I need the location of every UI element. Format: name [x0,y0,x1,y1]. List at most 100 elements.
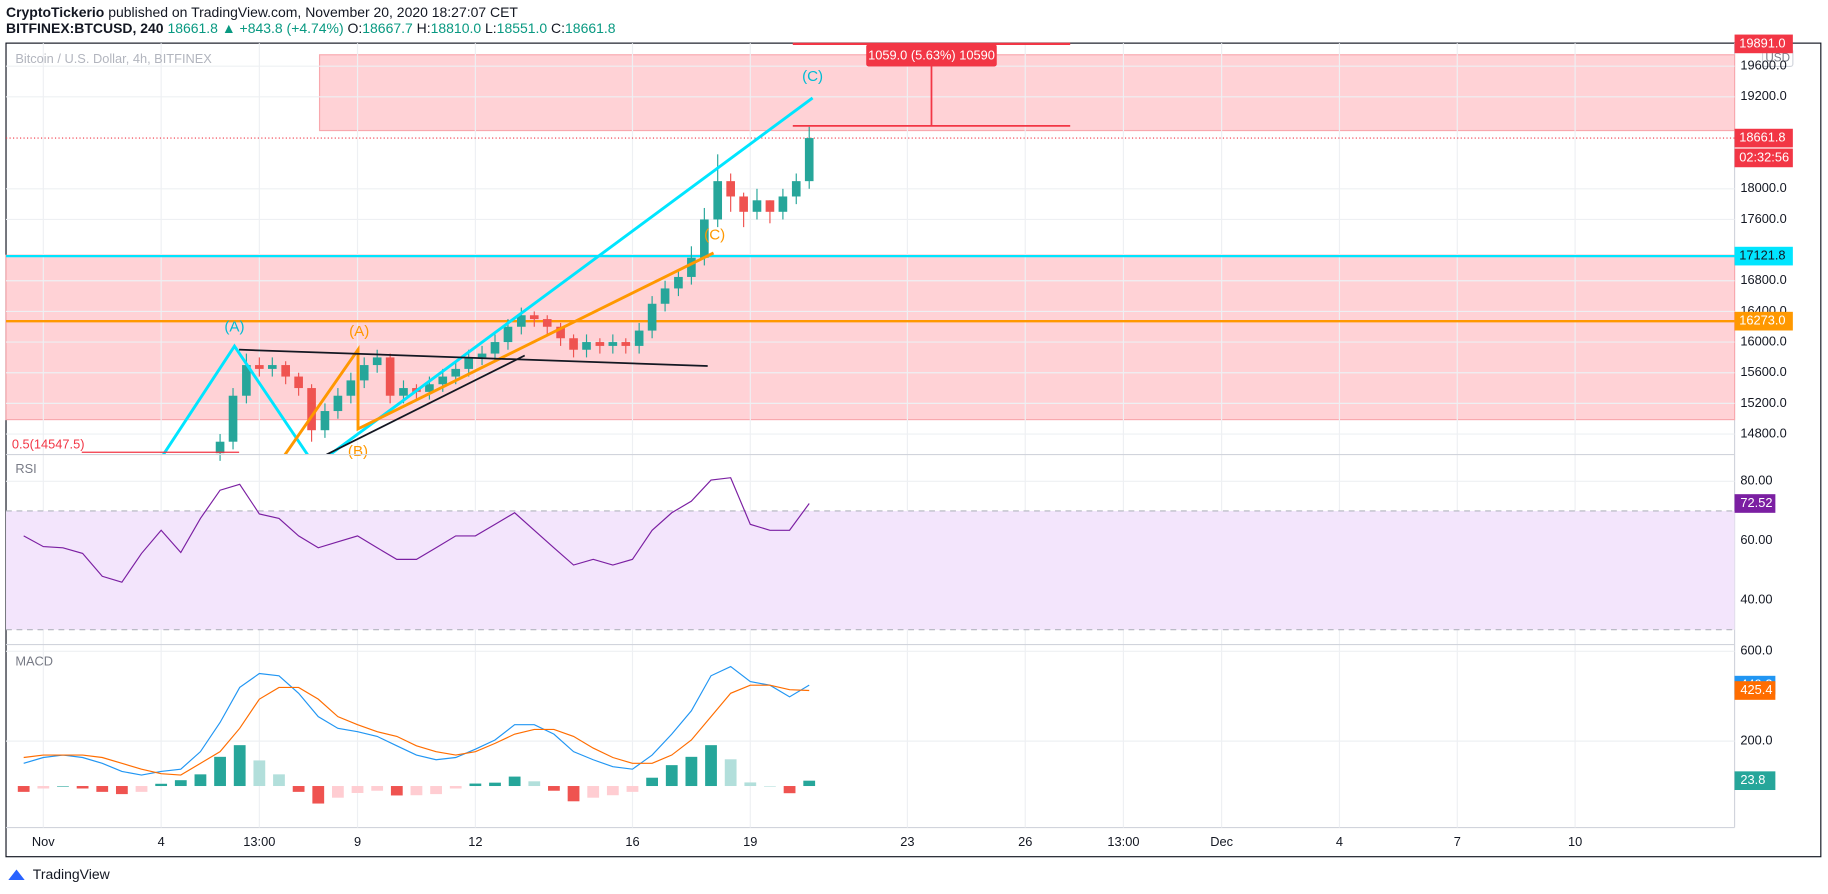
level-label: 17121.8 [1739,247,1785,262]
symbol: BITFINEX:BTCUSD, 240 [6,20,164,36]
wave-label: (A) [349,323,369,340]
histogram-bar [76,786,89,789]
candle-body [595,342,605,346]
header-line-1: CryptoTickerio published on TradingView.… [6,4,518,20]
x-tick-label: 16 [625,834,639,849]
last-price: 18661.8 [167,20,218,36]
x-tick-label: Nov [32,834,55,849]
wave-line [283,251,715,455]
histogram-bar [292,786,305,792]
y-tick-label: 19200.0 [1740,88,1786,103]
candle-body [634,330,644,346]
histogram-bar [273,774,285,787]
histogram-bar [410,786,423,796]
candle-body [778,196,788,212]
histogram-bar [548,786,560,791]
frame [5,42,1822,858]
resistance-zone [318,54,1736,132]
candle-body [372,357,382,366]
histogram-bar [489,782,501,787]
histogram-bar [430,786,442,795]
candle-body [804,138,814,182]
candle-body [438,376,448,385]
y-tick-label: 18000.0 [1740,180,1786,195]
ohlc-value: 18551.0 [497,20,548,36]
candle-body [307,388,316,431]
candle-body [752,200,762,212]
histogram-bar [567,786,580,802]
value-label-box [1734,771,1776,791]
histogram-bar [803,780,816,787]
histogram-bar [508,776,521,787]
histogram-bar [705,745,717,787]
trend-line [326,354,526,455]
last-price-label-box [1734,128,1793,148]
trend-line [239,348,708,367]
ohlc-key: C: [551,20,565,36]
histogram-bar [744,782,757,787]
y-tick-label: 200.0 [1740,733,1772,748]
histogram-bar [332,786,344,798]
value-label: 72.52 [1740,495,1772,510]
y-tick-label: 16000.0 [1740,333,1786,348]
value-label-box [1734,681,1776,700]
x-tick-label: 4 [158,834,165,849]
level-label-box [1734,311,1793,331]
pane-title: RSI [15,461,36,476]
histogram-bar [646,777,659,787]
measure-label: 1059.0 (5.63%) 10590 [868,47,995,62]
candle-body [700,219,709,258]
candle-body [320,411,330,431]
histogram-bar [665,765,678,787]
wave-label: (A) [224,319,244,336]
fib-label: 0.5(14547.5) [12,437,85,452]
candle-body [569,338,578,350]
candle-body [713,181,723,220]
ohlc-value: 18661.8 [565,20,616,36]
y-tick-label: 80.00 [1740,473,1772,488]
y-tick-label: 19600.0 [1740,58,1786,73]
histogram-bar [371,786,384,791]
candle-body [333,395,343,412]
value-label-box [1734,494,1776,513]
histogram-bar [135,786,148,792]
candle-body [765,200,775,212]
x-tick-label: 19 [743,834,757,849]
candle-body [608,342,618,346]
wave-label: (C) [802,68,823,85]
candle-body [503,326,513,343]
x-tick-label: 13:00 [1107,834,1139,849]
candle-body [791,181,801,197]
currency: USD [1765,51,1790,64]
histogram-bar [37,786,50,789]
candle-body [359,365,369,381]
x-tick-label: 10 [1568,834,1582,849]
y-tick-label: 600.0 [1740,643,1772,658]
candle-body [529,315,539,320]
last-price-label: 18661.8 [1739,129,1785,144]
candle-body [451,368,461,377]
candle-body [647,303,657,331]
drawings [81,66,1071,455]
histogram-bar [174,780,187,787]
footer-text: TradingView [33,866,111,882]
histogram-bar [449,786,462,789]
rsi-band [6,510,1735,630]
histogram-bar [194,774,207,787]
candle-body [464,357,474,369]
histogram-bar [390,786,403,796]
pane-title: MACD [15,653,53,668]
value-label: 23.8 [1740,772,1765,787]
grid [6,43,1735,828]
x-tick-label: 9 [354,834,361,849]
histogram-bar [528,781,541,787]
candle-body [267,365,277,369]
y-tick-label: 17600.0 [1740,211,1786,226]
candle-body [255,365,264,369]
ohlc-key: O: [348,20,363,36]
candle-body [621,342,631,346]
histogram-bar [233,745,246,787]
support-zone [5,254,1736,421]
ohlc-key: H: [417,20,431,36]
histogram-bar [115,786,128,795]
